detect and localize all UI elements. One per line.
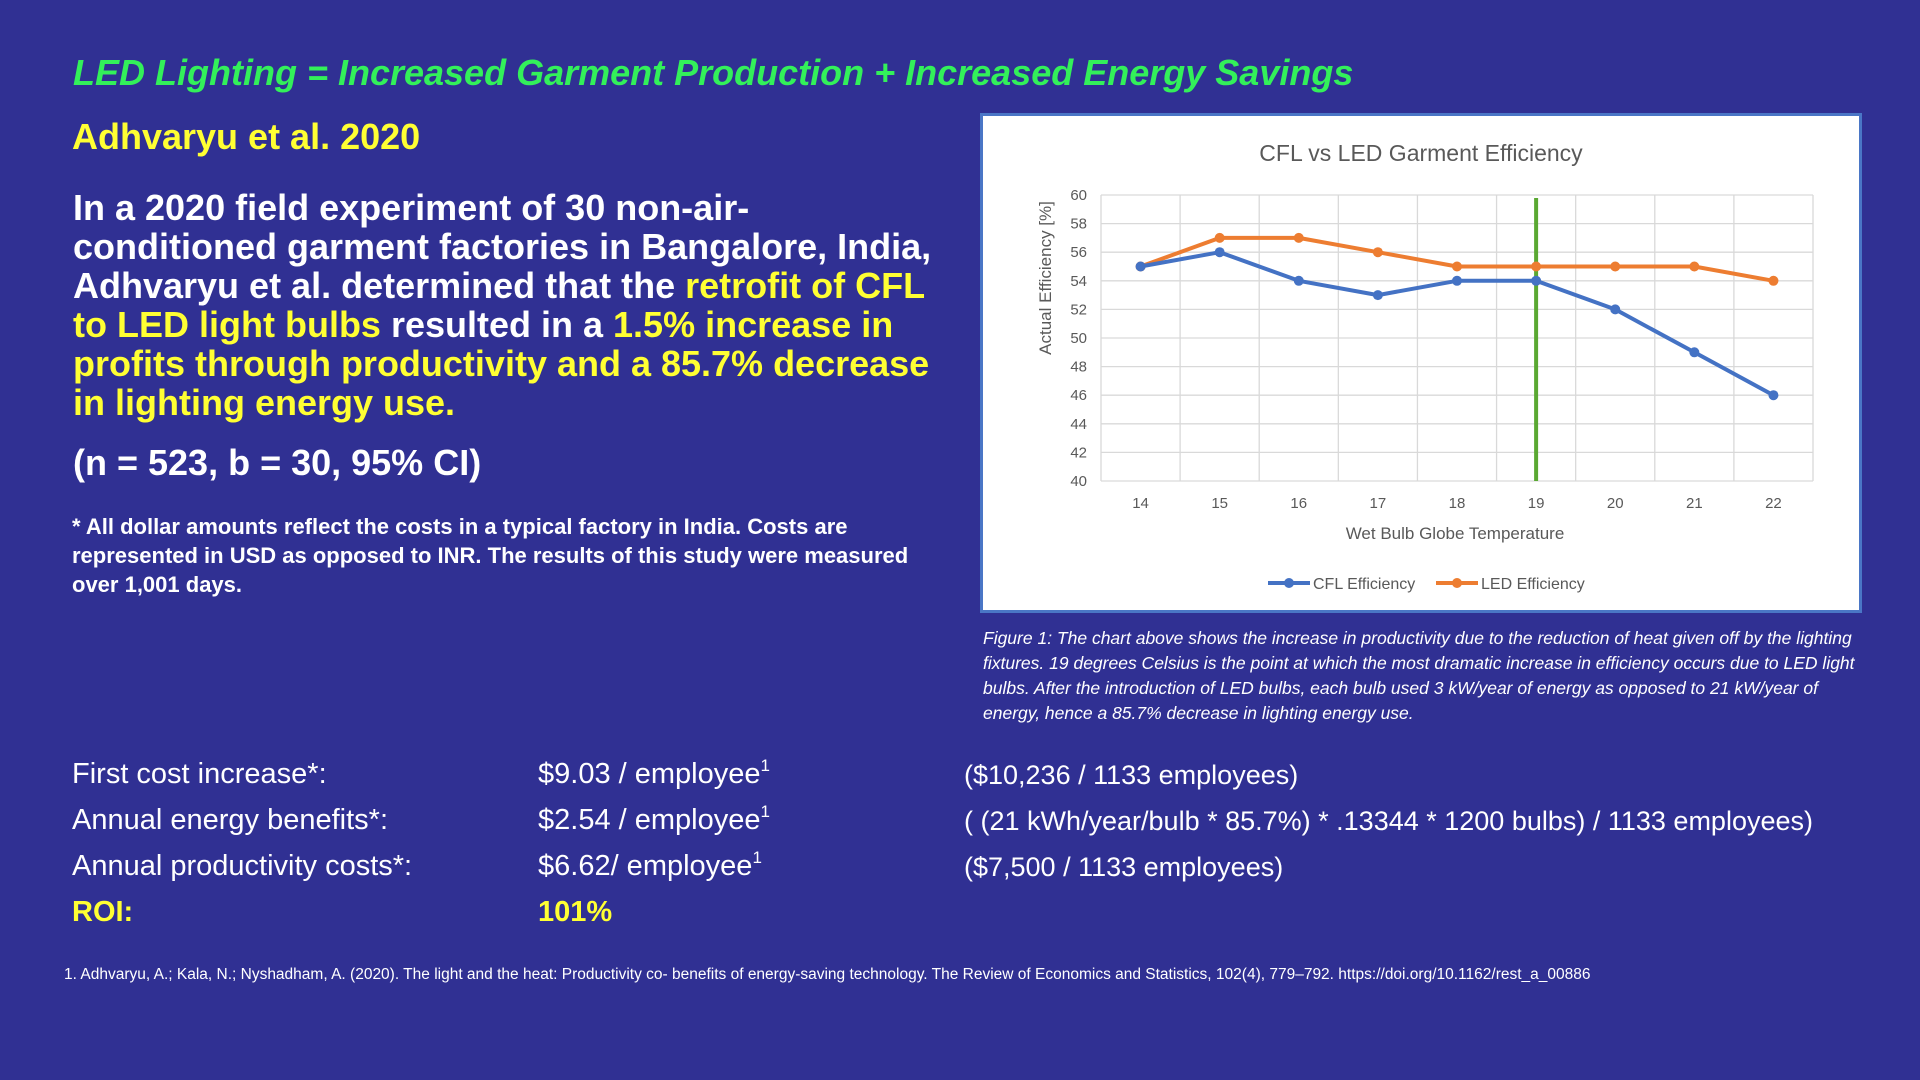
data-point-cfl — [1610, 304, 1621, 315]
chart-canvas: CFL vs LED Garment Efficiency 40 42 44 46 48… — [1036, 140, 1814, 593]
energy-benefits-amount: $2.54 / employee — [538, 804, 761, 836]
x-tick-label: 18 — [1449, 495, 1466, 512]
productivity-costs-amount: $6.62/ employee — [538, 850, 753, 882]
data-point-led — [1610, 261, 1621, 272]
data-point-led — [1214, 232, 1225, 243]
data-point-cfl — [1531, 275, 1542, 286]
first-cost-calculation: ($10,236 / 1133 employees) — [964, 760, 1299, 790]
data-point-led — [1452, 261, 1462, 272]
x-tick-label: 16 — [1290, 495, 1307, 512]
y-tick-label: 42 — [1070, 444, 1087, 461]
chart-series — [1135, 232, 1779, 401]
summary-highlight-retrofit: retrofit of CFL to LED light bulbs — [73, 265, 925, 345]
data-point-cfl — [1135, 261, 1146, 272]
first-cost-amount: $9.03 / employee — [538, 758, 761, 790]
slide-subtitle: Adhvaryu et al. 2020 — [72, 116, 421, 157]
y-tick-label: 40 — [1070, 473, 1087, 490]
figure-caption: Figure 1: The chart above shows the incr… — [983, 628, 1855, 723]
x-axis-ticks: 14 15 16 17 18 19 20 21 22 — [1132, 495, 1782, 512]
y-tick-label: 48 — [1070, 359, 1087, 376]
data-point-cfl — [1372, 290, 1383, 301]
data-point-cfl — [1452, 275, 1462, 286]
first-cost-label: First cost increase*: — [72, 758, 327, 790]
data-point-led — [1531, 261, 1542, 272]
footnote-marker: 1 — [760, 756, 770, 775]
legend-label-cfl: CFL Efficiency — [1313, 576, 1415, 593]
roi-value: 101% — [538, 896, 613, 928]
reference-citation: 1. Adhvaryu, A.; Kala, N.; Nyshadham, A.… — [64, 966, 1591, 983]
energy-benefits-calculation: ( (21 kWh/year/bulb * 85.7%) * .13344 * … — [964, 806, 1813, 836]
data-point-led — [1293, 232, 1304, 243]
first-cost-value: $9.03 / employee1 — [538, 756, 770, 791]
x-tick-label: 22 — [1765, 495, 1782, 512]
summary-paragraph: In a 2020 field experiment of 30 non-air… — [73, 188, 933, 422]
x-tick-label: 20 — [1607, 495, 1624, 512]
data-point-cfl — [1214, 247, 1225, 258]
legend-marker-cfl — [1284, 578, 1294, 588]
x-tick-label: 21 — [1686, 495, 1703, 512]
legend-label-led: LED Efficiency — [1481, 576, 1585, 593]
y-tick-label: 60 — [1070, 187, 1087, 204]
y-tick-label: 56 — [1070, 244, 1087, 261]
data-point-cfl — [1293, 275, 1304, 286]
summary-text: resulted in a — [380, 304, 614, 345]
x-tick-label: 17 — [1370, 495, 1387, 512]
summary-text: In a 2020 field experiment of 30 non-air… — [73, 187, 932, 306]
series-line-cfl — [1140, 250, 1775, 397]
x-tick-label: 15 — [1211, 495, 1228, 512]
productivity-costs-value: $6.62/ employee1 — [538, 848, 762, 883]
y-tick-label: 52 — [1070, 301, 1087, 318]
energy-benefits-value: $2.54 / employee1 — [538, 802, 770, 837]
roi-label: ROI: — [72, 896, 134, 928]
legend-marker-led — [1452, 578, 1462, 588]
x-axis-label: Wet Bulb Globe Temperature — [1346, 524, 1565, 543]
x-tick-label: 19 — [1528, 495, 1545, 512]
data-point-led — [1768, 275, 1779, 286]
cost-note: * All dollar amounts reflect the costs i… — [72, 514, 909, 597]
y-tick-label: 44 — [1070, 416, 1087, 433]
efficiency-chart: CFL vs LED Garment Efficiency 40 42 44 46 48… — [980, 113, 1862, 613]
y-tick-label: 54 — [1070, 273, 1087, 290]
chart-title: CFL vs LED Garment Efficiency — [1259, 140, 1583, 166]
data-point-led — [1372, 247, 1383, 258]
statistics-line: (n = 523, b = 30, 95% CI) — [73, 442, 482, 483]
chart-legend: CFL Efficiency LED Efficiency — [1268, 576, 1585, 593]
y-tick-label: 50 — [1070, 330, 1087, 347]
summary-highlight-results: 1.5% increase in profits through product… — [73, 304, 930, 423]
data-point-cfl — [1689, 347, 1700, 358]
y-tick-label: 46 — [1070, 387, 1087, 404]
y-axis-ticks: 40 42 44 46 48 50 52 54 56 58 60 — [1070, 187, 1087, 490]
productivity-costs-calculation: ($7,500 / 1133 employees) — [964, 852, 1284, 882]
data-point-cfl — [1768, 390, 1779, 401]
energy-benefits-label: Annual energy benefits*: — [72, 804, 388, 836]
y-tick-label: 58 — [1070, 216, 1087, 233]
x-tick-label: 14 — [1132, 495, 1149, 512]
data-point-led — [1689, 261, 1700, 272]
chart-gridlines — [1100, 194, 1814, 482]
footnote-marker: 1 — [752, 848, 762, 867]
slide-title: LED Lighting = Increased Garment Product… — [73, 52, 1354, 93]
productivity-costs-label: Annual productivity costs*: — [72, 850, 413, 882]
y-axis-label: Actual Efficiency [%] — [1036, 201, 1055, 355]
footnote-marker: 1 — [760, 802, 770, 821]
